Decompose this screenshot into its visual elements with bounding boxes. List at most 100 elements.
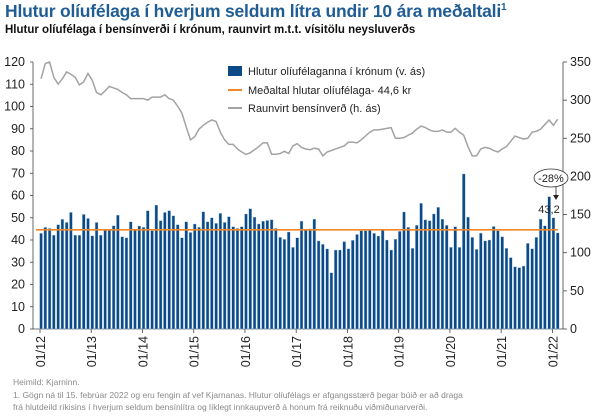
bar <box>223 222 227 330</box>
legend: Hlutur olíufélaganna í krónum (v. ás) Me… <box>228 66 425 115</box>
legend-label-bars: Hlutur olíufélaganna í krónum (v. ás) <box>248 66 425 78</box>
legend-label-mean: Meðaltal hlutar olíufélaga- 44,6 kr <box>248 85 412 97</box>
right-tick-label: 350 <box>570 55 591 69</box>
bar <box>90 235 94 330</box>
bar <box>393 238 398 330</box>
bar <box>376 235 381 330</box>
bar <box>526 243 530 330</box>
bar <box>261 220 265 330</box>
right-tick-label: 0 <box>570 322 577 336</box>
left-tick-label: 110 <box>5 77 25 91</box>
bar <box>406 227 410 330</box>
bar <box>188 232 193 330</box>
left-tick-label: 30 <box>11 255 25 269</box>
bar <box>252 216 257 330</box>
bar <box>56 224 60 330</box>
bar <box>167 210 171 330</box>
bar <box>517 267 521 330</box>
bar <box>227 216 231 330</box>
bar <box>52 234 56 330</box>
bar <box>521 265 526 330</box>
bar <box>457 247 462 330</box>
bar <box>483 240 487 330</box>
right-tick-label: 250 <box>570 131 591 145</box>
bar <box>244 213 248 330</box>
bar <box>274 228 278 330</box>
bar <box>496 230 500 330</box>
bar <box>342 241 346 330</box>
bar <box>500 236 504 330</box>
bar <box>201 211 205 330</box>
bar <box>299 220 304 330</box>
chart-subtitle: Hlutur olíufélaga í bensínverði í krónum… <box>5 24 416 36</box>
footnote-line-1: 1. Gögn ná til 15. febrúar 2022 og eru f… <box>13 390 463 400</box>
bar <box>321 244 325 330</box>
legend-label-line: Raunvirt bensínverð (h. ás) <box>248 103 381 115</box>
legend-swatch-bars <box>228 66 242 76</box>
bar <box>269 219 274 330</box>
x-tick-label: 01/14 <box>136 336 150 367</box>
bar <box>248 208 252 330</box>
right-tick-label: 200 <box>570 169 591 183</box>
left-tick-label: 80 <box>11 144 25 158</box>
bar <box>205 221 210 330</box>
right-tick-label: 50 <box>570 284 584 298</box>
x-tick-label: 01/17 <box>290 336 304 367</box>
bar <box>82 214 86 330</box>
bar <box>257 223 261 330</box>
left-tick-label: 10 <box>11 300 25 314</box>
bar <box>355 234 359 330</box>
price-line <box>40 61 559 157</box>
bar <box>372 233 376 330</box>
bar <box>94 222 99 330</box>
bar <box>368 229 372 330</box>
bar <box>398 231 402 330</box>
bar <box>556 232 560 330</box>
left-tick-label: 90 <box>11 122 25 136</box>
x-tick-label: 01/13 <box>85 336 99 367</box>
bar <box>504 248 509 330</box>
bar <box>141 227 146 330</box>
bar <box>77 234 82 330</box>
source-note: Heimild: Kjarninn. <box>13 377 80 387</box>
bar <box>385 239 389 330</box>
bar <box>346 248 351 330</box>
right-tick-label: 150 <box>570 208 591 222</box>
bar <box>171 215 176 330</box>
x-tick-label: 01/18 <box>341 336 355 367</box>
bar <box>351 240 355 330</box>
annotation: -28% 43,2 <box>533 168 569 216</box>
bar <box>427 220 432 330</box>
bar <box>462 173 466 330</box>
bar <box>60 219 65 330</box>
bar <box>154 204 158 330</box>
bar <box>551 217 556 330</box>
bar <box>180 237 184 330</box>
bar <box>304 229 308 330</box>
bar <box>445 225 449 330</box>
bar <box>547 196 551 330</box>
bar <box>218 213 223 330</box>
bar <box>287 231 291 330</box>
bar <box>470 237 474 330</box>
bar <box>39 233 43 330</box>
bar <box>73 234 77 330</box>
bar <box>338 249 342 330</box>
bar <box>47 228 52 330</box>
bar <box>129 221 133 330</box>
bar <box>363 230 368 330</box>
bar <box>116 214 120 330</box>
bar <box>231 226 235 330</box>
bar <box>235 228 240 330</box>
bar <box>453 226 457 330</box>
bar <box>193 223 197 330</box>
bar <box>509 257 513 330</box>
bar <box>334 249 338 330</box>
bar <box>146 210 150 330</box>
bar <box>99 234 103 330</box>
bar <box>449 247 453 330</box>
bar <box>419 203 423 330</box>
arrow-down-icon <box>553 195 559 200</box>
bar <box>137 225 141 330</box>
